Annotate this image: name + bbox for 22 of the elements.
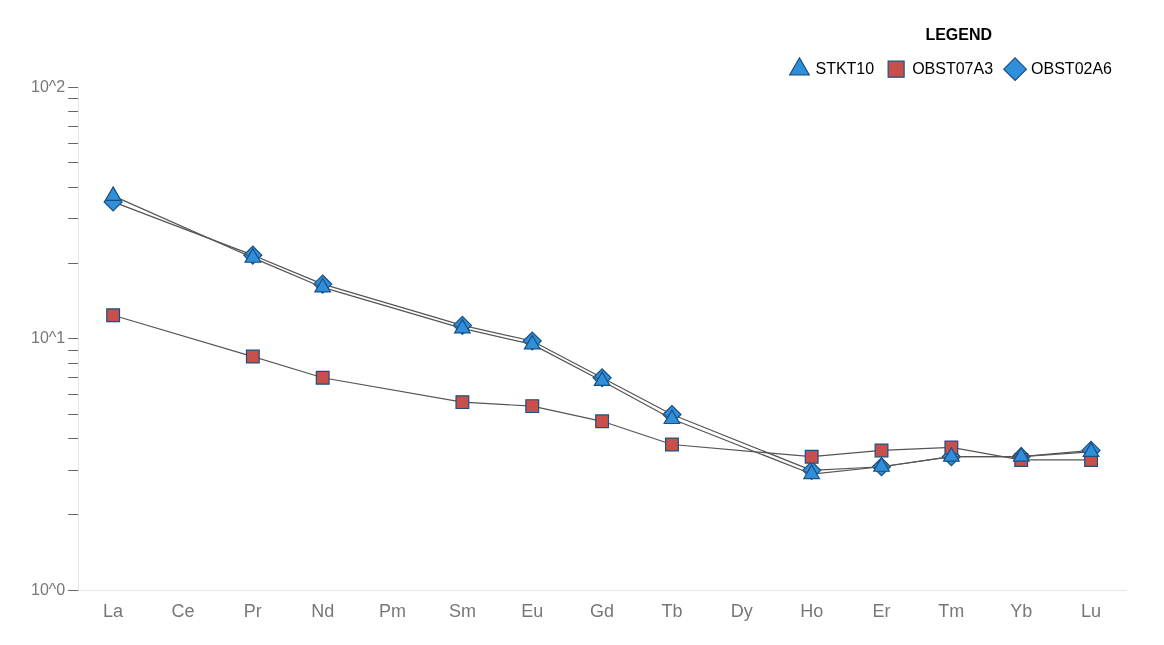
x-tick-label: Ce [171, 601, 195, 622]
x-tick-label: Dy [730, 601, 753, 622]
legend-label: OBST02A6 [1031, 59, 1113, 77]
legend-title: LEGEND [925, 26, 993, 44]
y-tick-label: 10^2 [31, 77, 66, 95]
x-tick-label: Ho [800, 601, 824, 622]
legend-label: OBST07A3 [912, 59, 994, 77]
x-tick-label: Nd [311, 601, 335, 622]
legend-label: STKT10 [815, 59, 875, 77]
x-tick-label: Lu [1081, 601, 1102, 622]
x-tick-label: Pm [379, 601, 407, 622]
x-tick-label: Gd [590, 601, 615, 622]
x-tick-label: Er [872, 601, 891, 622]
x-tick-label: Pr [243, 601, 262, 622]
x-tick-label: Tb [661, 601, 683, 622]
y-tick-label: 10^1 [31, 329, 66, 347]
x-tick-label: Yb [1010, 601, 1033, 622]
y-tick-label: 10^0 [31, 580, 66, 598]
x-tick-label: Tm [938, 601, 965, 622]
x-tick-label: La [103, 601, 125, 622]
x-tick-label: Sm [448, 601, 476, 622]
x-tick-label: Eu [521, 601, 544, 622]
